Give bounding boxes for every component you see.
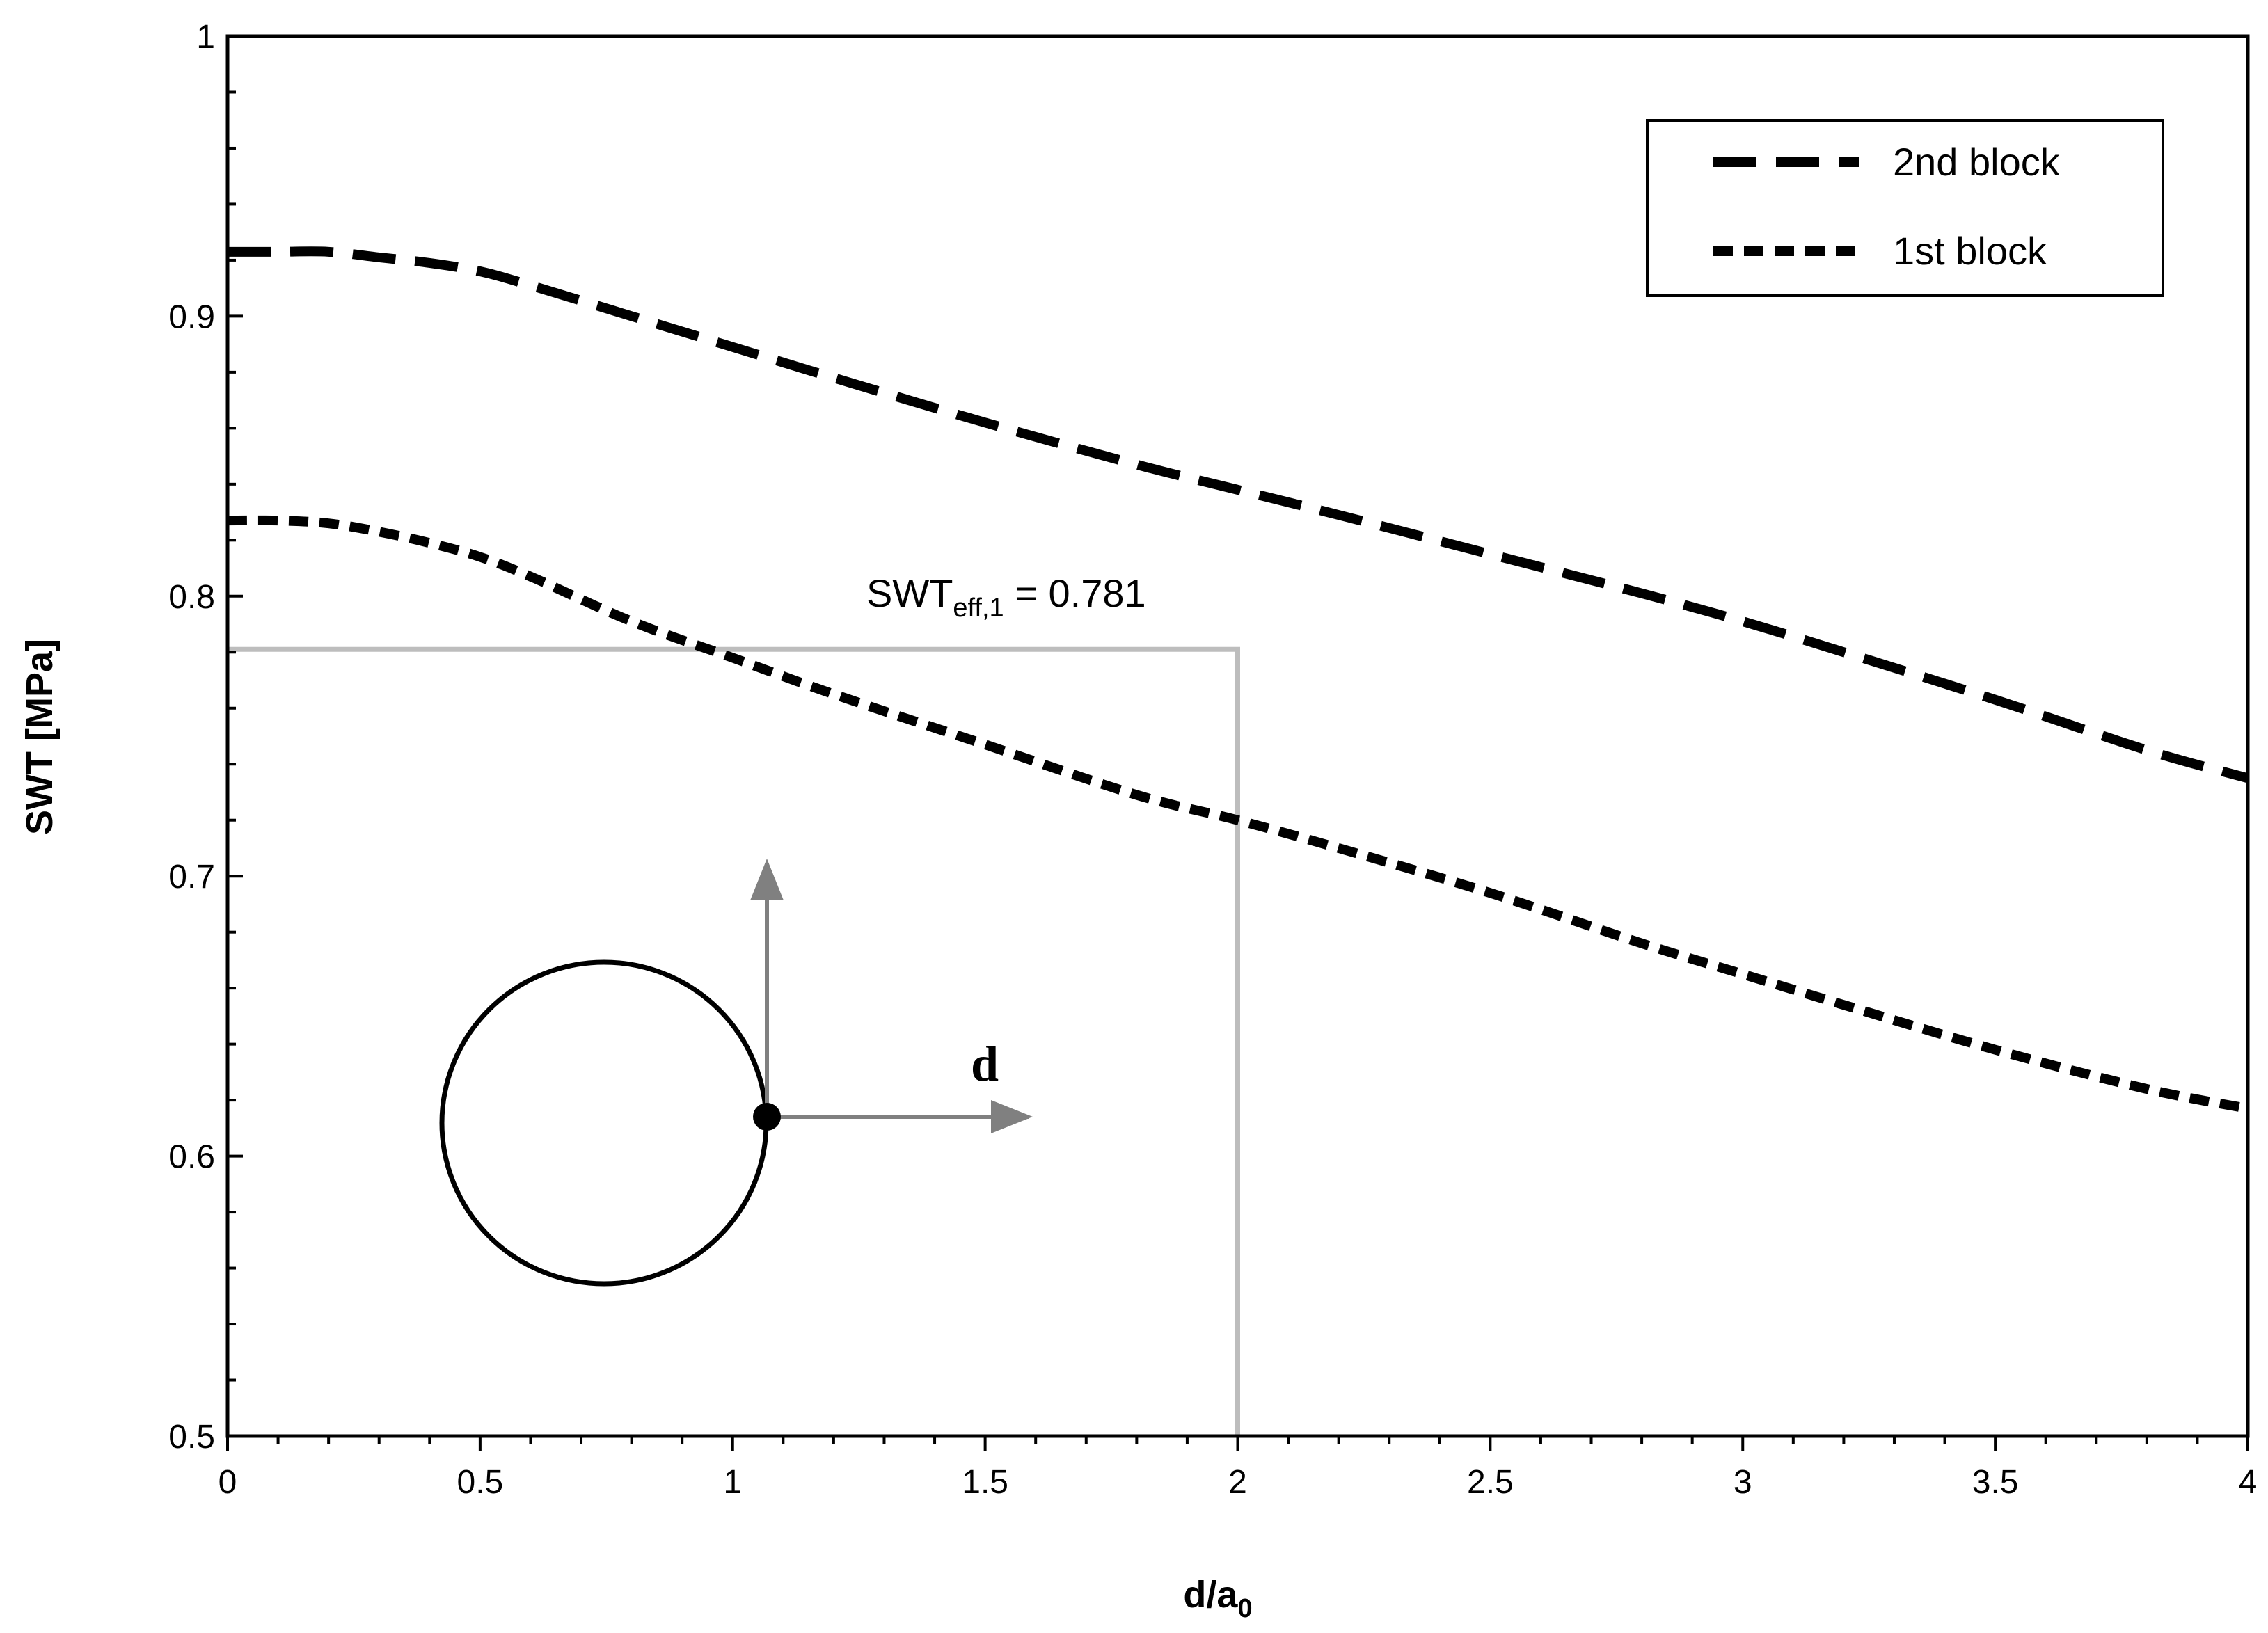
- x-tick-label: 2: [1228, 1464, 1247, 1501]
- y-tick-label: 0.9: [168, 298, 215, 335]
- x-tick-label: 0.5: [457, 1464, 504, 1501]
- y-tick-label: 0.7: [168, 859, 215, 895]
- y-tick-label: 0.6: [168, 1139, 215, 1176]
- x-tick-label: 1.5: [962, 1464, 1008, 1501]
- hole-edge-point: [753, 1103, 781, 1131]
- x-tick-label: 3.5: [1972, 1464, 2019, 1501]
- series-2nd-block-line: [228, 246, 2249, 783]
- legend-label-2nd-block: 2nd block: [1893, 140, 2061, 184]
- series-layer: [227, 246, 2249, 1114]
- swt-eff-annotation: SWTeff,1 = 0.781: [866, 571, 1146, 623]
- x-tick-label: 3: [1734, 1464, 1752, 1501]
- x-tick-label: 4: [2239, 1464, 2258, 1501]
- hole-circle: [439, 959, 769, 1287]
- legend-label-1st-block: 1st block: [1893, 229, 2047, 273]
- y-tick-label: 1: [196, 19, 215, 56]
- y-axis-title: SWT [MPa]: [19, 639, 61, 835]
- y-tick-label: 0.8: [168, 579, 215, 616]
- swt-eff-reference-lines: [228, 646, 1240, 1436]
- legend-box: [1646, 119, 2164, 297]
- y-tick-label: 0.5: [168, 1419, 215, 1456]
- x-tick-label: 1: [723, 1464, 742, 1501]
- hole-inset-sketch: d: [439, 859, 1033, 1287]
- y-axis: 0.5 0.6 0.7 0.8 0.9 1: [168, 19, 243, 1456]
- x-tick-label: 0: [219, 1464, 237, 1501]
- series-1st-block-line: [227, 515, 2249, 1114]
- x-axis: 0 0.5 1 1.5 2 2.5 3 3.5 4: [219, 1436, 2258, 1501]
- x-tick-label: 2.5: [1467, 1464, 1514, 1501]
- swt-eff-guide-line: [228, 646, 1240, 1436]
- x-axis-title: d/a0: [1183, 1574, 1252, 1623]
- legend: 2nd block 1st block: [1646, 119, 2164, 297]
- distance-d-label: d: [971, 1036, 999, 1092]
